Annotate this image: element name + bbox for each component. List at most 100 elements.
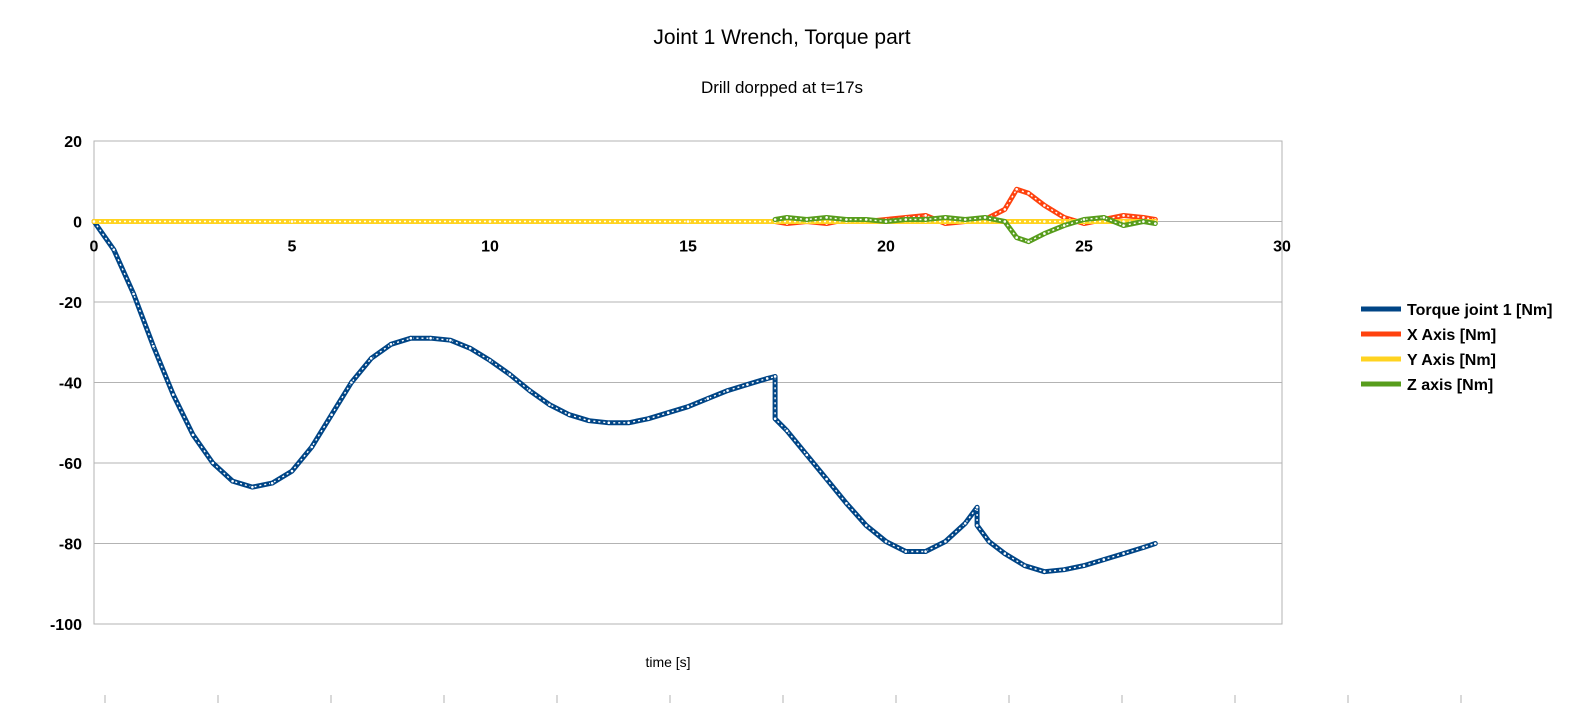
data-point xyxy=(1081,217,1087,222)
chart-subtitle: Drill dorpped at t=17s xyxy=(701,78,863,97)
x-tick-label: 15 xyxy=(679,239,697,256)
x-tick-labels: 0 5 10 15 20 25 30 xyxy=(90,239,1291,256)
data-point xyxy=(1002,551,1008,556)
data-point xyxy=(487,358,493,363)
data-point xyxy=(1061,215,1067,220)
data-point xyxy=(784,215,790,220)
data-point xyxy=(725,388,730,393)
data-point xyxy=(1141,219,1146,224)
y-tick-label: -80 xyxy=(59,537,82,554)
y-tick-label: 20 xyxy=(64,134,82,151)
data-point xyxy=(986,539,992,544)
data-point xyxy=(1101,215,1107,220)
data-point xyxy=(1152,221,1158,226)
data-point xyxy=(269,480,275,486)
legend-label: X Axis [Nm] xyxy=(1407,327,1496,344)
data-point xyxy=(903,549,909,554)
data-point xyxy=(943,539,948,544)
data-point xyxy=(1141,545,1146,550)
x-tick-label: 30 xyxy=(1273,239,1291,256)
series-marker-trace-3 xyxy=(774,216,1156,243)
data-point xyxy=(1141,215,1146,220)
data-point xyxy=(131,291,136,297)
data-point xyxy=(923,213,928,218)
data-point xyxy=(487,219,493,224)
legend-label: Torque joint 1 [Nm] xyxy=(1407,302,1552,319)
data-point xyxy=(772,416,778,422)
data-point xyxy=(784,428,790,434)
legend-label: Y Axis [Nm] xyxy=(1407,352,1496,369)
data-point xyxy=(428,335,433,341)
data-point xyxy=(974,523,980,528)
data-point xyxy=(507,372,513,377)
data-point xyxy=(547,402,552,407)
x-tick-label: 0 xyxy=(90,239,99,256)
data-point xyxy=(210,460,216,466)
data-point xyxy=(1101,557,1107,562)
y-tick-label: -20 xyxy=(59,295,82,312)
data-point xyxy=(626,420,631,426)
data-point xyxy=(962,521,968,526)
data-point xyxy=(230,478,235,484)
data-point xyxy=(772,374,778,379)
bottom-tick-marks xyxy=(104,695,1462,703)
data-point xyxy=(772,217,778,222)
data-point xyxy=(329,412,334,418)
y-tick-label: -100 xyxy=(50,617,82,634)
data-point xyxy=(1121,223,1126,228)
x-axis-title: time [s] xyxy=(645,654,690,670)
data-point xyxy=(1042,219,1047,224)
y-tick-labels: 20 0 -20 -40 -60 -80 -100 xyxy=(50,134,82,634)
data-point xyxy=(1022,563,1027,568)
data-point xyxy=(1152,541,1158,546)
data-point xyxy=(1121,551,1126,556)
data-point xyxy=(705,396,711,401)
data-point xyxy=(467,345,473,351)
x-tick-label: 5 xyxy=(288,239,297,256)
data-point xyxy=(1061,223,1067,228)
data-point xyxy=(764,376,770,381)
data-point xyxy=(923,217,928,222)
data-point xyxy=(1026,239,1031,244)
data-point xyxy=(408,335,414,341)
data-point xyxy=(943,215,948,220)
data-point xyxy=(1121,213,1126,218)
data-point xyxy=(844,500,849,506)
data-point xyxy=(527,388,532,393)
data-point xyxy=(903,217,909,222)
y-tick-label: 0 xyxy=(73,215,82,232)
data-point xyxy=(883,219,889,224)
data-point xyxy=(1014,187,1019,192)
data-point xyxy=(190,432,196,438)
data-point xyxy=(368,356,374,361)
data-point xyxy=(804,452,810,458)
x-tick-label: 20 xyxy=(877,239,895,256)
data-point xyxy=(646,416,651,422)
data-point xyxy=(606,420,612,426)
x-tick-label: 25 xyxy=(1075,239,1093,256)
data-point xyxy=(1061,567,1067,572)
data-point xyxy=(388,341,394,347)
data-point xyxy=(349,380,354,385)
data-point xyxy=(824,215,829,220)
data-point xyxy=(804,217,810,222)
data-point xyxy=(309,444,315,450)
series-lines xyxy=(91,186,1158,575)
data-point xyxy=(170,392,176,397)
data-point xyxy=(844,217,849,222)
data-point xyxy=(923,549,928,554)
data-point xyxy=(151,343,156,349)
data-point xyxy=(883,539,889,544)
data-point xyxy=(863,217,869,222)
data-point xyxy=(91,219,97,224)
data-point xyxy=(289,468,295,474)
legend: Torque joint 1 [Nm] X Axis [Nm] Y Axis [Nm… xyxy=(1361,302,1552,394)
data-point xyxy=(1081,563,1087,568)
data-point xyxy=(685,219,691,224)
data-point xyxy=(974,504,980,510)
data-point xyxy=(665,410,671,415)
data-point xyxy=(289,219,295,224)
y-tick-label: -60 xyxy=(59,456,82,473)
data-point xyxy=(824,476,829,482)
